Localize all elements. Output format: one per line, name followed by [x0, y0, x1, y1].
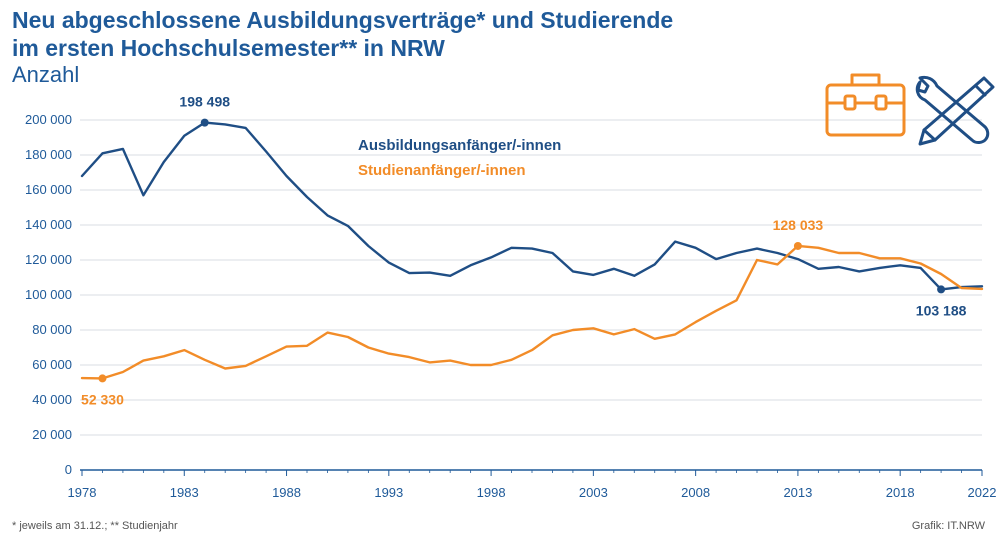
annotation-point	[937, 285, 946, 294]
annotations: 198 498 52 330 128 033 103 188	[81, 94, 967, 408]
annotation-label: 198 498	[179, 94, 230, 110]
annotation-point	[793, 241, 802, 250]
legend-item-studium: Studienanfänger/-innen	[358, 162, 526, 179]
y-tick-label: 0	[65, 462, 72, 477]
x-tick-label: 1983	[170, 485, 199, 500]
x-tick-label: 2018	[886, 485, 915, 500]
chart-title: Neu abgeschlossene Ausbildungsverträge* …	[12, 6, 673, 62]
series-line-studium	[80, 244, 984, 380]
series-lines	[80, 121, 984, 380]
grid-lines	[80, 119, 982, 471]
legend-item-ausbildung: Ausbildungsanfänger/-innen	[358, 137, 561, 154]
chart-title-line1: Neu abgeschlossene Ausbildungsverträge* …	[12, 7, 674, 33]
x-axis-ticks: 1978 1983 1988 1993 1998 2003 2008 2013 2018 2022	[68, 470, 997, 500]
y-tick-label: 40 000	[32, 392, 72, 407]
x-tick-label: 2008	[681, 485, 710, 500]
x-tick-label: 2022	[968, 485, 997, 500]
chart-subtitle: Anzahl	[12, 62, 80, 87]
annotation-label: 52 330	[81, 391, 124, 407]
briefcase-icon	[825, 73, 906, 137]
x-tick-label: 1978	[68, 485, 97, 500]
x-tick-label: 1988	[272, 485, 301, 500]
tools-icon	[915, 75, 995, 146]
x-tick-label: 2003	[579, 485, 608, 500]
x-tick-label: 1993	[374, 485, 403, 500]
annotation-point	[200, 118, 209, 127]
y-tick-label: 180 000	[25, 147, 72, 162]
y-tick-label: 100 000	[25, 287, 72, 302]
y-tick-label: 60 000	[32, 357, 72, 372]
x-tick-label: 1998	[477, 485, 506, 500]
footnote: * jeweils am 31.12.; ** Studienjahr	[12, 520, 178, 532]
y-tick-label: 20 000	[32, 427, 72, 442]
chart-title-line2: im ersten Hochschulsemester** in NRW	[12, 35, 445, 61]
annotation-point	[98, 374, 107, 383]
y-axis-ticks: 0 20 000 40 000 60 000 80 000 100 000 120 000 1…	[25, 112, 72, 477]
y-tick-label: 120 000	[25, 252, 72, 267]
x-tick-label: 2013	[783, 485, 812, 500]
y-tick-label: 140 000	[25, 217, 72, 232]
annotation-label: 128 033	[773, 217, 824, 233]
source-credit: Grafik: IT.NRW	[911, 520, 985, 532]
annotation-label: 103 188	[916, 302, 967, 318]
y-tick-label: 160 000	[25, 182, 72, 197]
y-tick-label: 200 000	[25, 112, 72, 127]
y-tick-label: 80 000	[32, 322, 72, 337]
series-line-ausbildung	[80, 121, 984, 291]
